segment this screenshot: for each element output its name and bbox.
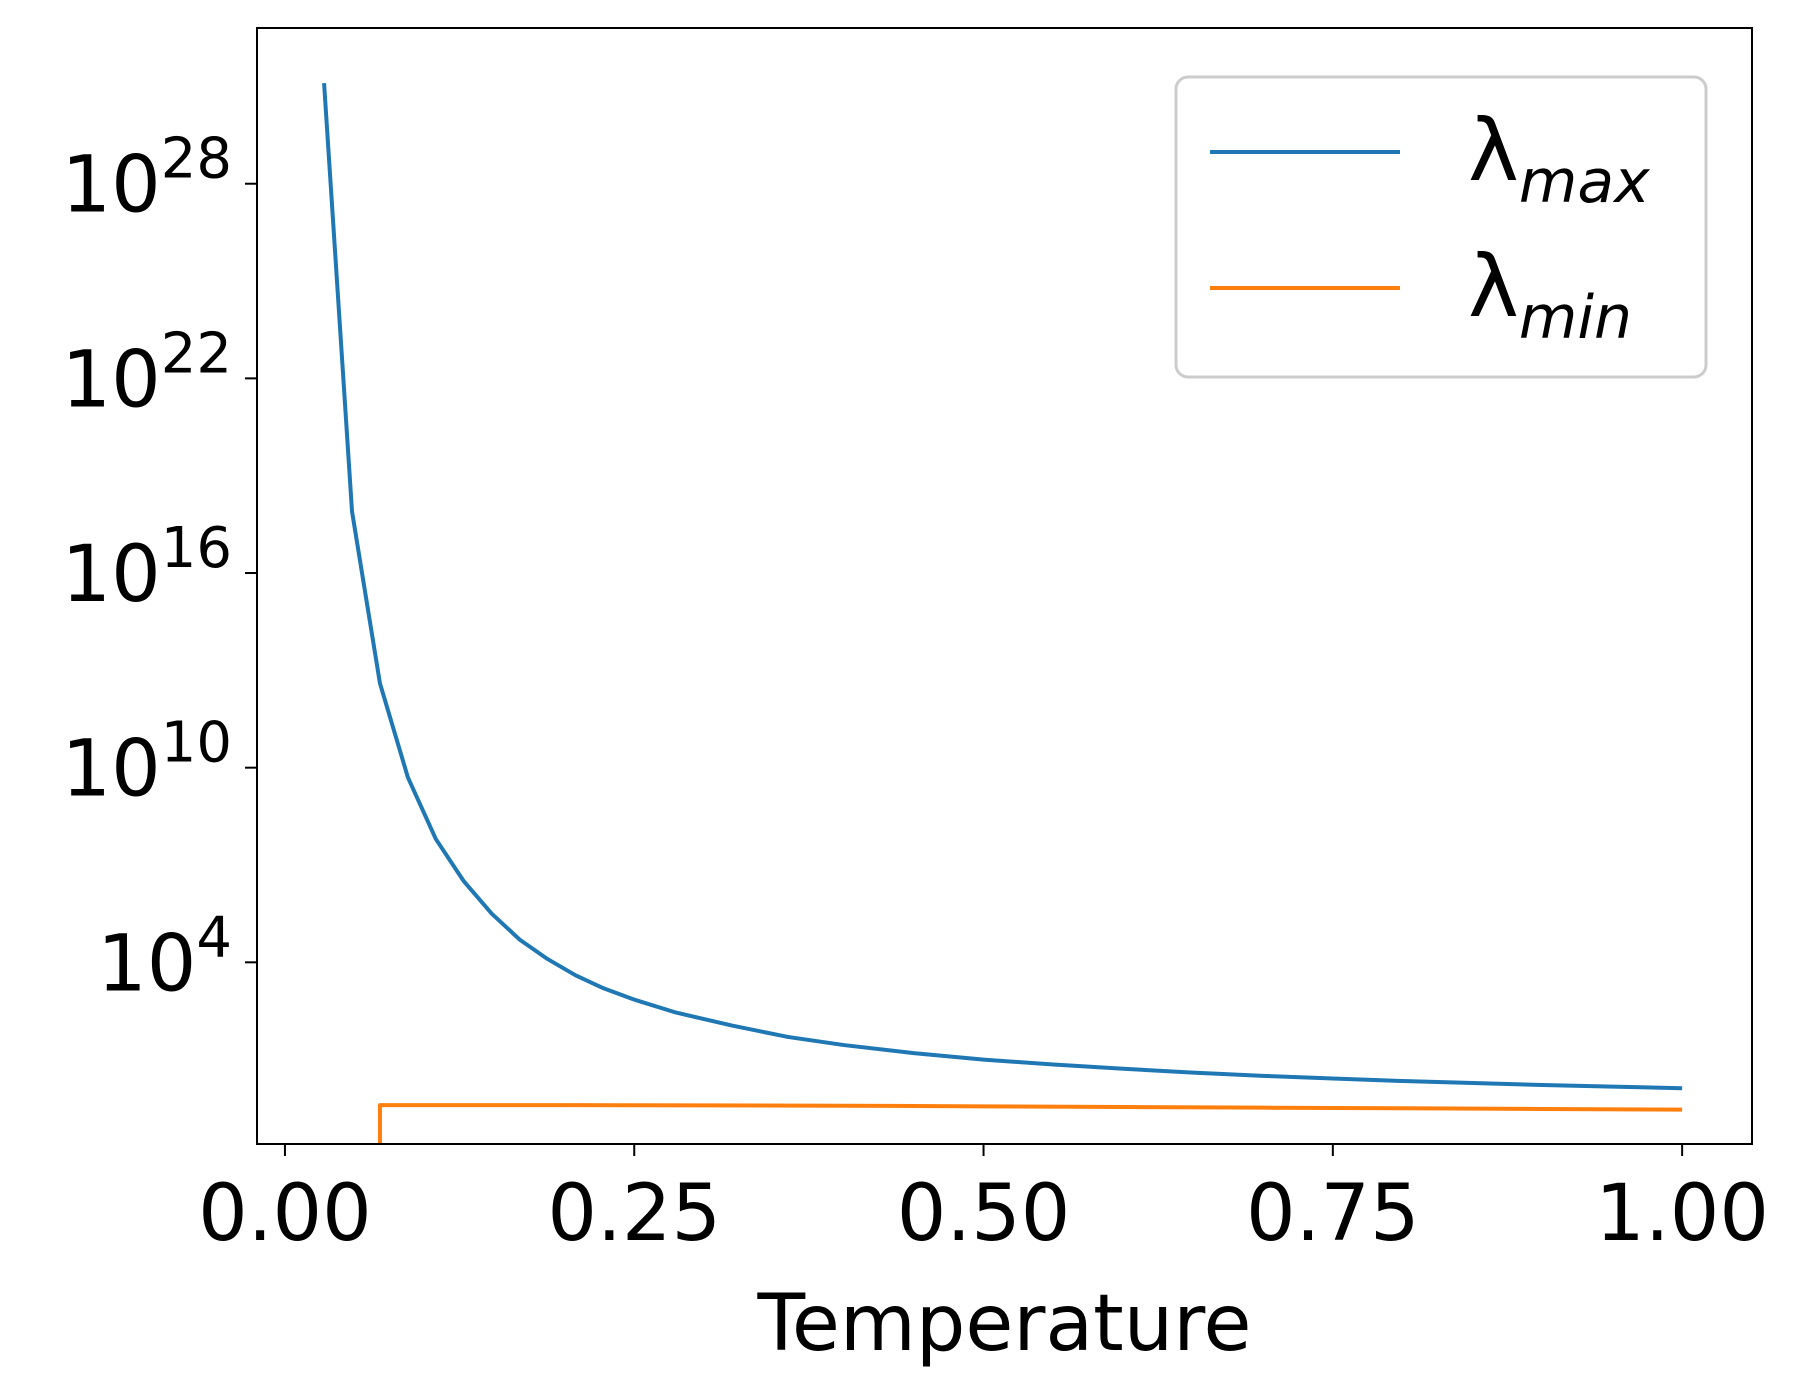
y-axis: 104 1010 1016 1022 1028 xyxy=(61,127,257,1009)
legend-label-max: λmax xyxy=(1468,101,1650,217)
y-tick-label: 1016 xyxy=(61,516,232,620)
legend: λmax λmin xyxy=(1174,75,1708,379)
series-line-max xyxy=(322,83,1683,1091)
x-tick-label: 1.00 xyxy=(1595,1169,1769,1259)
y-tick-label: 1022 xyxy=(61,321,232,425)
x-axis-label: Temperature xyxy=(756,1279,1251,1369)
plot-lines xyxy=(322,83,1683,1144)
plot-frame xyxy=(256,27,1753,1145)
x-tick-label: 0.25 xyxy=(547,1169,721,1259)
x-tick-label: 0.50 xyxy=(897,1169,1071,1259)
x-axis: 0.00 0.25 0.50 0.75 1.00 xyxy=(198,1144,1769,1259)
y-tick-label: 104 xyxy=(97,905,232,1009)
x-tick-label: 0.00 xyxy=(198,1169,372,1259)
x-tick-label: 0.75 xyxy=(1246,1169,1420,1259)
series-line-min xyxy=(377,1103,1683,1144)
legend-label-min: λmin xyxy=(1468,237,1632,353)
y-tick-label: 1028 xyxy=(61,127,232,231)
y-tick-label: 1010 xyxy=(61,711,232,815)
